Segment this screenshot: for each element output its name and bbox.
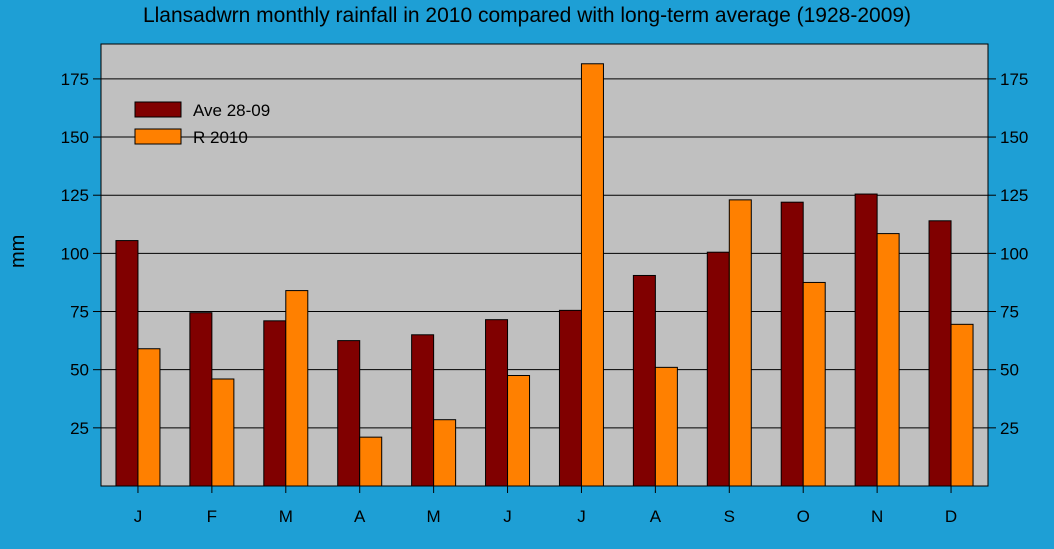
bar-average-8 [632,274,656,487]
bar-rainfall-2010-4 [359,436,383,487]
x-tick-label: M [279,507,293,526]
bar-average-2 [189,312,213,487]
legend-label-average: Ave 28-09 [193,101,270,120]
x-tick-label: M [427,507,441,526]
bar-rainfall-2010-3 [285,290,309,487]
bar-average-12 [928,220,952,487]
bar-rainfall-2010-2 [211,378,235,487]
bar-rainfall-2010-7 [580,63,604,487]
plot-border [100,43,989,487]
bar-average-11 [854,193,878,487]
x-tick-label: F [207,507,217,526]
bar-rainfall-2010-10 [802,281,826,487]
legend-label-rainfall-2010: R 2010 [193,128,248,147]
bar-rainfall-2010-9 [728,199,752,487]
x-tick-label: J [134,507,143,526]
x-tick-label: J [577,507,586,526]
bar-average-4 [337,340,361,487]
bar-rainfall-2010-1 [137,348,161,487]
x-tick-label: A [354,507,366,526]
legend-swatch-rainfall-2010 [134,128,182,145]
x-tick-label: J [503,507,512,526]
bar-average-1 [115,240,139,487]
bar-average-6 [485,319,509,487]
y-tick-label-left: 175 [61,70,89,89]
y-tick-label-left: 75 [70,303,89,322]
bar-average-3 [263,320,287,487]
bar-average-9 [706,251,730,487]
bar-average-5 [411,334,435,487]
bar-average-10 [780,201,804,487]
x-tick-label: A [650,507,662,526]
y-tick-label-left: 25 [70,419,89,438]
y-tick-label-right: 150 [1000,128,1028,147]
y-tick-label-left: 50 [70,361,89,380]
bar-rainfall-2010-5 [433,419,457,487]
y-tick-label-right: 75 [1000,303,1019,322]
plot-area [101,44,988,486]
bar-average-7 [558,309,582,487]
y-tick-label-right: 50 [1000,361,1019,380]
y-tick-label-right: 100 [1000,244,1028,263]
y-tick-label-left: 125 [61,186,89,205]
y-tick-label-right: 25 [1000,419,1019,438]
legend-swatch-average [134,101,182,118]
y-tick-label-right: 125 [1000,186,1028,205]
x-tick-label: S [724,507,735,526]
bar-rainfall-2010-11 [876,233,900,487]
y-tick-label-left: 100 [61,244,89,263]
x-tick-label: O [797,507,810,526]
bar-rainfall-2010-6 [507,375,531,487]
x-tick-label: N [871,507,883,526]
bar-rainfall-2010-8 [654,366,678,487]
bar-rainfall-2010-12 [950,323,974,487]
y-tick-label-right: 175 [1000,70,1028,89]
x-tick-label: D [945,507,957,526]
y-tick-label-left: 150 [61,128,89,147]
chart-title: Llansadwrn monthly rainfall in 2010 comp… [142,4,912,27]
